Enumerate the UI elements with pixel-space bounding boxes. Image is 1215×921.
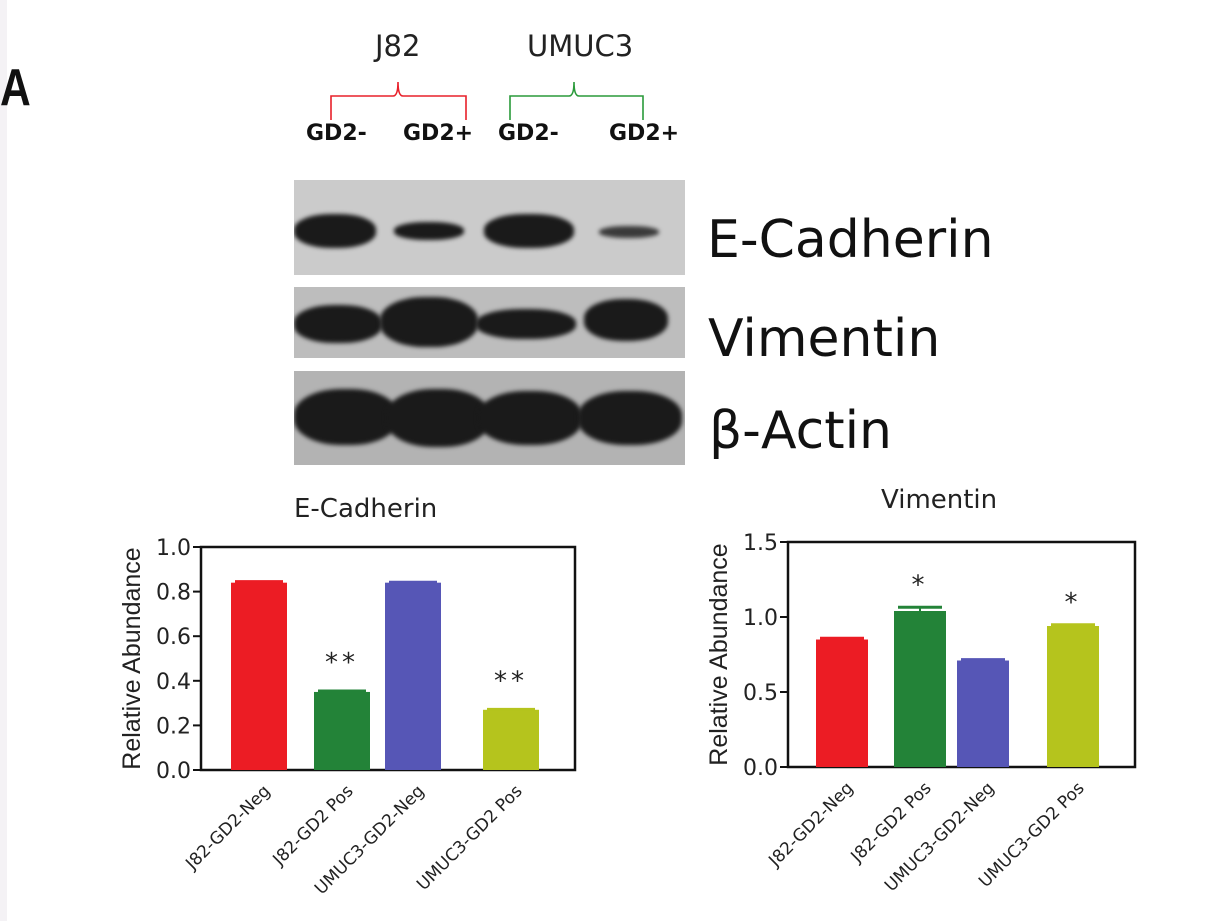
blot-e-cadherin [294, 180, 685, 275]
y-tick-label-5: 1.0 [156, 536, 191, 561]
blot-label-e-cadherin: E-Cadherin [707, 210, 994, 270]
blot-beta-actin [294, 371, 685, 465]
band-ecad-3 [484, 214, 574, 248]
lane-label-3: GD2- [498, 121, 559, 146]
y-tick-label-3: 0.6 [156, 625, 191, 650]
band-vim-4 [584, 299, 668, 341]
bar-3 [483, 709, 539, 770]
band-vim-1 [294, 305, 382, 343]
y-tick-label-4: 0.8 [156, 581, 191, 606]
y-tick-label-1: 0.5 [743, 681, 778, 706]
group-label-j82: J82 [375, 29, 421, 63]
y-tick-label-0: 0.0 [156, 759, 191, 784]
y-tick-label-2: 1.0 [743, 606, 778, 631]
x-tick-label-0: J82-GD2-Neg [764, 778, 857, 871]
bar-0 [231, 582, 287, 770]
left-edge-strip [0, 0, 7, 921]
bar-3 [1047, 626, 1099, 767]
significance-mark-1: * [912, 570, 929, 600]
y-axis-label: Relative Abundance [705, 543, 733, 765]
y-tick-label-2: 0.4 [156, 670, 191, 695]
chart-title-e-cadherin: E-Cadherin [294, 494, 438, 524]
lane-label-1: GD2- [306, 121, 367, 146]
significance-mark-3: ** [494, 666, 528, 696]
band-ecad-2 [394, 222, 464, 240]
lane-label-4: GD2+ [609, 121, 680, 146]
group-label-umuc3: UMUC3 [527, 29, 634, 63]
bar-1 [314, 691, 370, 770]
bar-2 [957, 660, 1009, 767]
bar-2 [385, 582, 441, 770]
band-ecad-1 [294, 214, 376, 248]
y-tick-label-1: 0.2 [156, 714, 191, 739]
y-axis-label: Relative Abundance [118, 547, 146, 769]
blot-label-vimentin: Vimentin [708, 309, 941, 369]
panel-label: A [0, 59, 31, 117]
bar-0 [816, 639, 868, 767]
chart-title-vimentin: Vimentin [881, 485, 998, 515]
blot-label-beta-actin: β-Actin [709, 401, 892, 461]
band-actin-4 [578, 391, 682, 445]
significance-mark-1: ** [325, 648, 359, 678]
bar-1 [894, 611, 946, 767]
band-vim-3 [476, 309, 576, 339]
y-tick-label-3: 1.5 [743, 531, 778, 556]
y-tick-label-0: 0.0 [743, 756, 778, 781]
band-vim-2 [380, 297, 478, 347]
lane-label-2: GD2+ [403, 121, 474, 146]
band-actin-3 [478, 391, 582, 445]
band-ecad-4 [599, 226, 659, 238]
blot-vimentin [294, 287, 685, 358]
band-actin-1 [294, 389, 398, 445]
band-actin-2 [386, 389, 490, 447]
significance-mark-3: * [1065, 588, 1082, 618]
